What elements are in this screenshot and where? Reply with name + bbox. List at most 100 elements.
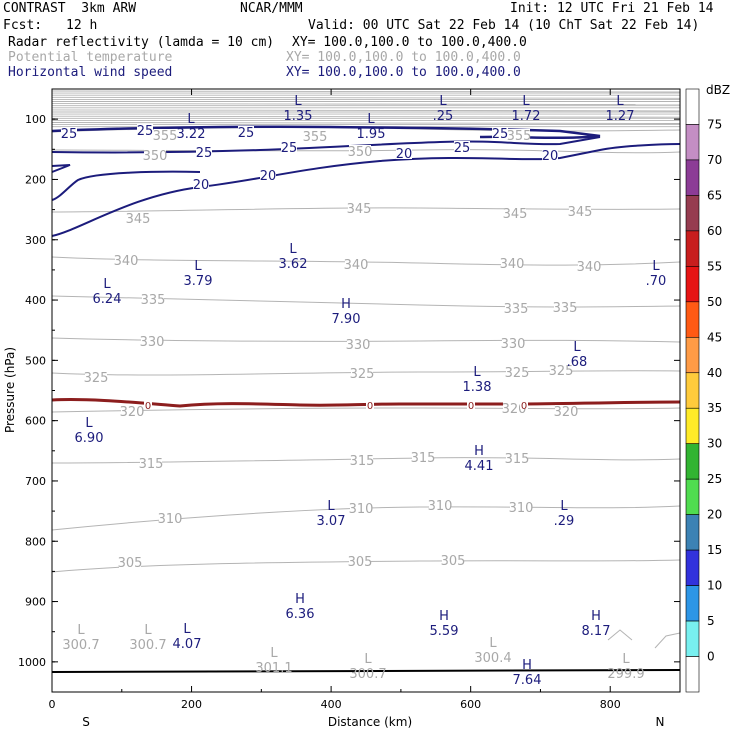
extremum-value: 5.59: [430, 624, 459, 639]
colorbar-label: 65: [707, 188, 722, 202]
theta-label: 355: [153, 129, 178, 144]
extremum-value: 8.17: [582, 624, 611, 639]
extremum-marker: L: [522, 94, 530, 109]
y-tick-label: 400: [25, 294, 46, 307]
south-label: S: [82, 715, 90, 729]
extremum-marker: L: [439, 94, 447, 109]
extremum-value: 1.95: [357, 127, 386, 142]
extremum-value: 300.7: [349, 667, 386, 682]
wind-speed-label: 20: [193, 178, 210, 193]
theta-label: 355: [507, 129, 532, 144]
theta-label-bg: [144, 149, 166, 161]
colorbar-swatch: [685, 266, 700, 303]
y-tick-label: 100: [25, 113, 46, 126]
field-name-theta: Potential temperature: [8, 50, 173, 65]
wind-contour-25-upper: [51, 125, 601, 140]
theta-label-bg: [351, 367, 373, 379]
theta-label-bg: [348, 202, 370, 214]
y-tick-label: 900: [25, 596, 46, 609]
colorbar-swatch: [685, 478, 700, 515]
theta-label: 325: [350, 367, 375, 382]
x-tick-label: 800: [600, 698, 621, 711]
theta-label: 345: [503, 207, 528, 222]
freezing-label-bg: [366, 400, 374, 409]
init-time: Init: 12 UTC Fri 21 Feb 14: [510, 1, 714, 16]
fcst-value: 12 h: [66, 18, 98, 33]
freezing-level-label: 0: [145, 401, 151, 412]
freezing-labels: 0 0 0 0: [144, 400, 528, 412]
wind-contour-20-a: [51, 164, 71, 173]
extremum-marker: L: [85, 416, 93, 431]
theta-label: 350: [143, 149, 168, 164]
freezing-label-bg: [144, 400, 152, 409]
y-tick-label: 700: [25, 475, 46, 488]
extremum-value: 1.72: [512, 109, 541, 124]
theta-label-bg: [141, 335, 163, 347]
field-name-wind: Horizontal wind speed: [8, 65, 173, 80]
colorbar-label: 45: [707, 330, 722, 344]
theta-label-bg: [429, 499, 451, 511]
theta-label-bg: [510, 501, 532, 513]
theta-label-bg: [351, 454, 373, 466]
extremum-value: 1.35: [284, 109, 313, 124]
wind-label-bg: [137, 124, 153, 136]
theta-label: 320: [554, 405, 579, 420]
valid-time: Valid: 00 UTC Sat 22 Feb 14 (10 ChT Sat …: [308, 18, 700, 33]
colorbar-swatch: [685, 407, 700, 445]
theta-label-bg: [347, 338, 369, 350]
plot-frame: [51, 88, 681, 693]
colorbar-label: 70: [707, 153, 722, 167]
theta-label-bg: [304, 130, 326, 142]
wind-speed-label: 25: [137, 124, 154, 139]
theta-label: 330: [346, 338, 371, 353]
theta-label-bg: [154, 129, 176, 141]
theta-label-bg: [506, 366, 528, 378]
extremum-value: 3.62: [279, 257, 308, 272]
wind-speed-label: 20: [542, 149, 559, 164]
theta-label: 340: [114, 254, 139, 269]
theta-contour-345: [51, 207, 681, 213]
upper-isentrope-bundle: [51, 90, 681, 128]
y-axis-title: Pressure (hPa): [3, 347, 17, 433]
extremum-value: .29: [554, 514, 575, 529]
theta-labels: 355 355 355 350 350 345 345 345 345 340 340 340 340 3…: [84, 129, 601, 571]
extremum-marker: H: [295, 592, 305, 607]
theta-label-bg: [555, 405, 577, 417]
extremum-value: .70: [646, 274, 667, 289]
freezing-label-bg: [467, 400, 475, 409]
colorbar-label: 15: [707, 543, 722, 557]
freezing-level-label: 0: [521, 401, 527, 412]
y-tick-label: 1000: [18, 656, 46, 669]
theta-label: 310: [349, 502, 374, 517]
extrema-markers: L1.35L.25L1.72L1.27L3.22L1.95L3.62L3.79L…: [62, 94, 666, 688]
field-xy-wind: XY= 100.0,100.0 to 100.0,400.0: [286, 65, 521, 80]
theta-label: 325: [505, 366, 530, 381]
wind-contour-20-c: [51, 143, 681, 237]
theta-label: 315: [411, 451, 436, 466]
theta-contour-325: [51, 370, 681, 376]
theta-label: 305: [348, 555, 373, 570]
theta-label: 325: [84, 371, 109, 386]
theta-contour-near-surface-2: [654, 632, 681, 649]
theta-label: 320: [120, 405, 145, 420]
theta-label: 340: [500, 257, 525, 272]
y-tick-label: 500: [25, 354, 46, 367]
theta-label: 355: [303, 130, 328, 145]
extremum-value: 301.1: [255, 661, 292, 676]
extremum-marker: L: [144, 623, 152, 638]
y-tick-label: 800: [25, 535, 46, 548]
theta-label-bg: [508, 129, 530, 141]
wind-speed-label: 20: [260, 169, 277, 184]
y-tick-label: 200: [25, 173, 46, 186]
theta-label: 345: [347, 202, 372, 217]
y-tick-label: 600: [25, 415, 46, 428]
theta-label: 315: [139, 457, 164, 472]
colorbar-swatch: [685, 88, 700, 125]
fcst-label: Fcst:: [3, 18, 43, 33]
extremum-value: 300.7: [62, 638, 99, 653]
wind-label-bg: [196, 146, 212, 158]
field-name-reflectivity: Radar reflectivity (lamda = 10 cm): [8, 35, 275, 50]
colorbar-swatch: [685, 620, 700, 657]
